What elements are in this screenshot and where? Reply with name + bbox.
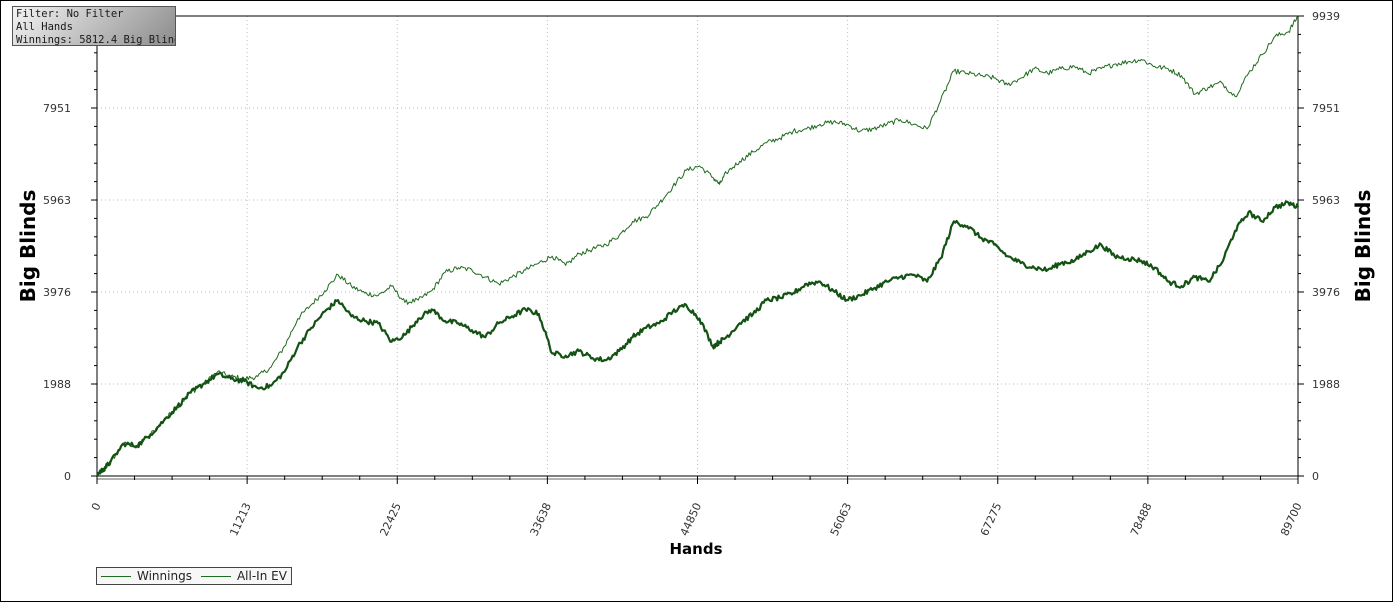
y-axis-title-left: Big Blinds (16, 190, 40, 303)
legend: Winnings All-In EV (96, 567, 292, 585)
hands-label: All Hands (16, 21, 73, 33)
x-tick-label: 22425 (377, 501, 404, 538)
winnings-label: Winnings: 5812.4 Big Blinds (16, 34, 176, 46)
y-tick-label-right: 7951 (1312, 102, 1340, 115)
x-tick-label: 11213 (227, 501, 254, 538)
legend-label-winnings: Winnings (137, 569, 192, 583)
legend-item-winnings: Winnings (101, 569, 192, 583)
y-tick-label-left: 0 (64, 470, 71, 483)
legend-swatch-allin-ev (200, 575, 231, 577)
x-tick-label: 78488 (1128, 501, 1155, 538)
y-tick-label-left: 7951 (43, 102, 71, 115)
x-tick-label: 0 (89, 501, 104, 513)
legend-item-allin-ev: All-In EV (200, 569, 287, 583)
legend-swatch-winnings (101, 575, 131, 577)
legend-label-allin-ev: All-In EV (236, 569, 287, 583)
y-tick-label-right: 9939 (1312, 10, 1340, 23)
x-tick-label: 89700 (1278, 501, 1305, 538)
filter-info-box: Filter: No Filter All Hands Winnings: 58… (12, 6, 176, 46)
y-tick-label-right: 0 (1312, 470, 1319, 483)
filter-label: Filter: No Filter (16, 8, 124, 20)
series-lines (96, 15, 1300, 477)
series-line-all-in-ev (96, 200, 1300, 477)
y-tick-label-right: 5963 (1312, 194, 1340, 207)
axes: 0019881988397639765963596379517951993999… (43, 10, 1340, 538)
y-tick-label-right: 1988 (1312, 378, 1340, 391)
x-tick-label: 33638 (528, 501, 555, 538)
y-axis-title-right: Big Blinds (1351, 190, 1375, 303)
y-tick-label-left: 5963 (43, 194, 71, 207)
y-tick-label-left: 3976 (43, 286, 71, 299)
series-line-winnings (96, 15, 1299, 475)
x-tick-label: 44850 (678, 501, 705, 538)
x-axis-title: Hands (669, 540, 722, 558)
x-tick-label: 56063 (828, 501, 855, 538)
y-tick-label-left: 1988 (43, 378, 71, 391)
grid (97, 15, 1298, 476)
x-tick-label: 67275 (978, 501, 1005, 538)
y-tick-label-right: 3976 (1312, 286, 1340, 299)
